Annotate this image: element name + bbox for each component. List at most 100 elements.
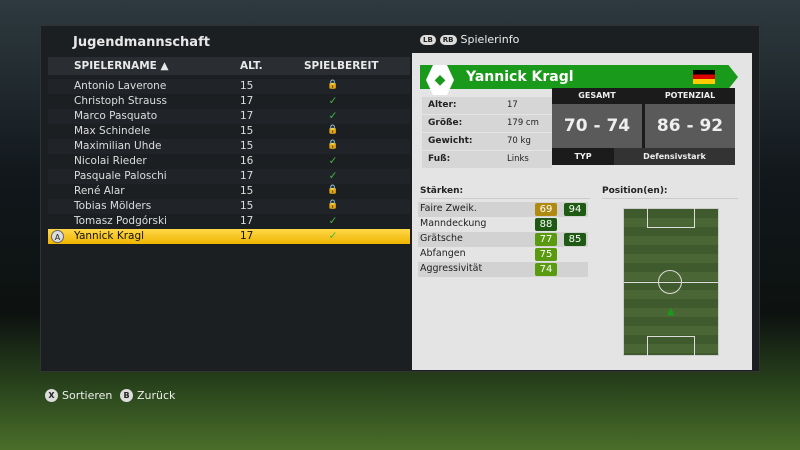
check-icon: ✓ [328,230,338,242]
info-value: 179 cm [507,118,539,128]
player-name-cell: Antonio Laverone [74,80,167,92]
strength-label: Abfangen [420,248,466,259]
age-cell: 16 [240,155,254,167]
info-row: Größe: 179 cm [422,115,552,132]
page-title: Jugendmannschaft [73,35,210,50]
rb-button-icon[interactable]: RB [439,34,457,45]
gesamt-value: 70 - 74 [552,104,642,148]
potenzial-value: 86 - 92 [645,104,735,148]
player-name-cell: Nicolai Rieder [74,155,147,167]
player-name-cell: Max Schindele [74,125,151,137]
check-icon: ✓ [328,170,338,182]
age-cell: 15 [240,125,254,137]
info-row: Alter: 17 [422,97,552,114]
info-key: Alter: [428,100,457,110]
typ-label: TYP [574,152,592,161]
lock-icon: 🔒 [327,140,339,150]
age-cell: 15 [240,140,254,152]
table-row[interactable]: Marco Pasquato 17 ✓ [48,109,410,124]
table-row[interactable]: Max Schindele 15 🔒 [48,124,410,139]
table-row[interactable]: Antonio Laverone 15 🔒 [48,79,410,94]
col-name-header[interactable]: SPIELERNAME ▲ [74,60,169,72]
table-row[interactable]: Tobias Mölders 15 🔒 [48,199,410,214]
info-row: Fuß: Links [422,151,552,168]
positions-title: Position(en): [602,186,738,199]
sort-label: Sortieren [62,389,113,402]
check-icon: ✓ [328,155,338,167]
col-ready-header[interactable]: SPIELBEREIT [304,60,379,72]
info-value: 17 [507,100,518,110]
strength-label: Manndeckung [420,218,487,229]
age-cell: 17 [240,95,254,107]
strength-row: Aggressivität 74 [418,262,588,277]
strength-label: Grätsche [420,233,463,244]
age-cell: 15 [240,185,254,197]
lock-icon: 🔒 [327,185,339,195]
strength-row: Manndeckung 88 [418,217,588,232]
typ-value: Defensivstark [614,148,735,165]
age-cell: 17 [240,230,254,242]
strength-value: 75 [535,248,557,261]
info-value: Links [507,154,529,164]
strengths-title: Stärken: [420,186,590,199]
info-key: Größe: [428,118,463,128]
player-name-cell: René Alar [74,185,125,197]
check-icon: ✓ [328,215,338,227]
back-button[interactable]: B Zurück [120,389,175,402]
player-name-cell: Maximilian Uhde [74,140,162,152]
info-value: 70 kg [507,136,531,146]
player-info-table: Alter: 17 Größe: 179 cm Gewicht: 70 kg Fuß: Lin… [422,97,552,169]
x-button-icon: X [45,389,58,402]
age-cell: 17 [240,170,254,182]
age-cell: 15 [240,80,254,92]
check-icon: ✓ [328,110,338,122]
table-row[interactable]: Maximilian Uhde 15 🔒 [48,139,410,154]
age-cell: 17 [240,110,254,122]
table-row[interactable]: Pasquale Paloschi 17 ✓ [48,169,410,184]
player-position-icon: ▲ [667,306,675,317]
check-icon: ✓ [328,95,338,107]
back-label: Zurück [137,389,176,402]
player-name-cell: Yannick Kragl [74,230,145,242]
strength-label: Aggressivität [420,263,483,274]
lock-icon: 🔒 [327,200,339,210]
name-banner [420,65,738,89]
col-age-header[interactable]: ALT. [240,60,263,72]
rating-box: GESAMT POTENZIAL 70 - 74 86 - 92 TYP Def… [552,88,735,165]
b-button-icon: B [120,389,133,402]
strengths-list: Faire Zweik. 69 94 Manndeckung 88 Grätsche 77 8… [418,202,588,277]
germany-flag-icon [693,70,715,84]
table-row[interactable]: A Yannick Kragl 17 ✓ [48,229,410,244]
player-name-cell: Tobias Mölders [74,200,152,212]
tab-spielerinfo[interactable]: Spielerinfo [460,33,520,46]
age-cell: 17 [240,215,254,227]
player-name: Yannick Kragl [466,69,574,85]
info-row: Gewicht: 70 kg [422,133,552,150]
strength-row: Grätsche 77 85 [418,232,588,247]
strength-label: Faire Zweik. [420,203,477,214]
sort-button[interactable]: X Sortieren [45,389,112,402]
table-row[interactable]: Nicolai Rieder 16 ✓ [48,154,410,169]
lb-button-icon[interactable]: LB [420,34,436,45]
strength-row: Faire Zweik. 69 94 [418,202,588,217]
lock-icon: 🔒 [327,125,339,135]
table-header: SPIELERNAME ▲ ALT. SPIELBEREIT [48,57,410,75]
potenzial-label: POTENZIAL [664,91,716,100]
table-row[interactable]: René Alar 15 🔒 [48,184,410,199]
player-name-cell: Marco Pasquato [74,110,158,122]
player-name-cell: Pasquale Paloschi [74,170,167,182]
age-cell: 15 [240,200,254,212]
table-row[interactable]: Tomasz Podgórski 17 ✓ [48,214,410,229]
gesamt-label: GESAMT [578,91,616,100]
player-list: SPIELERNAME ▲ ALT. SPIELBEREIT Antonio L… [48,57,410,244]
tab-bar: LB RB Spielerinfo [420,33,519,46]
player-info-panel: ◆ Yannick Kragl Alter: 17 Größe: 179 cm Gewi… [412,53,752,370]
lock-icon: 🔒 [327,80,339,90]
table-row[interactable]: Christoph Strauss 17 ✓ [48,94,410,109]
position-pitch: ▲ [623,208,719,356]
player-name-cell: Tomasz Podgórski [74,215,167,227]
strength-value: 88 [535,218,557,231]
a-button-icon: A [51,230,64,243]
strength-value: 69 [535,203,557,216]
player-name-cell: Christoph Strauss [74,95,168,107]
